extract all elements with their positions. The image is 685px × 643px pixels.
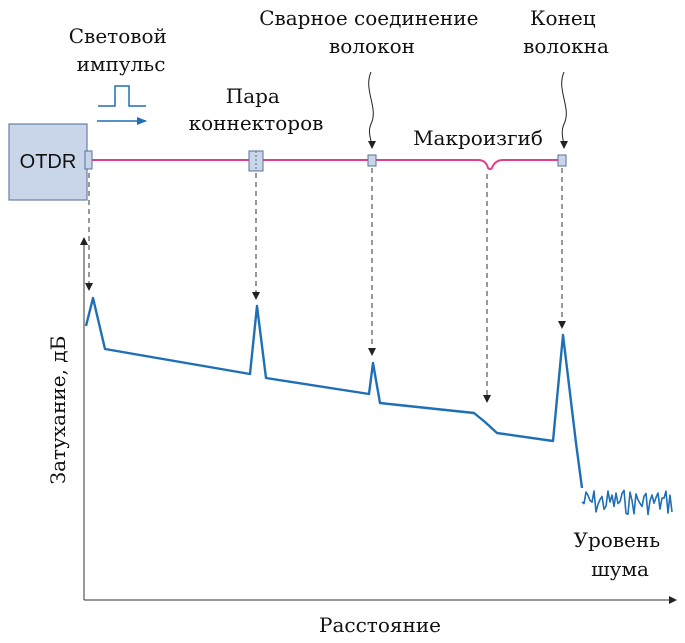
noise-trace: [581, 489, 673, 516]
fiber-end-label: Конец волокна: [523, 6, 609, 58]
connector-pair-label-line2: коннекторов: [189, 111, 324, 135]
connector-pair-label: Пара коннекторов: [189, 84, 324, 135]
y-axis-label: Затухание, дБ: [46, 336, 70, 485]
splice-leader-arrow: [367, 71, 376, 149]
fusion-splice-label: Сварное соединение волокон: [259, 6, 485, 58]
fiber-line: [91, 159, 562, 170]
noise-level-label-line1: Уровень: [574, 528, 661, 552]
fiber-end-marker: [557, 154, 567, 167]
noise-level-label: Уровень шума: [574, 528, 667, 581]
fiber-end-label-line1: Конец: [530, 6, 596, 30]
splice-marker: [367, 154, 377, 167]
fiber-end-leader-arrow: [559, 71, 568, 149]
light-pulse-label-line2: импульс: [77, 52, 166, 76]
light-pulse-label: Световой импульс: [69, 24, 174, 76]
fusion-splice-label-line2: волокон: [329, 34, 415, 58]
fusion-splice-label-line1: Сварное соединение: [259, 6, 478, 30]
otdr-label: OTDR: [20, 151, 77, 173]
x-axis-label: Расстояние: [319, 613, 441, 637]
light-pulse-icon: [98, 85, 146, 107]
otdr-port-marker: [84, 150, 93, 170]
noise-level-label-line2: шума: [591, 557, 649, 581]
otdr-trace: [84, 296, 584, 489]
otdr-box: [8, 123, 88, 201]
macrobend-label: Макроизгиб: [413, 126, 543, 150]
light-pulse-label-line1: Световой: [69, 24, 167, 48]
fiber-end-label-line2: волокна: [523, 34, 609, 58]
connector-pair-label-line1: Пара: [226, 84, 280, 108]
